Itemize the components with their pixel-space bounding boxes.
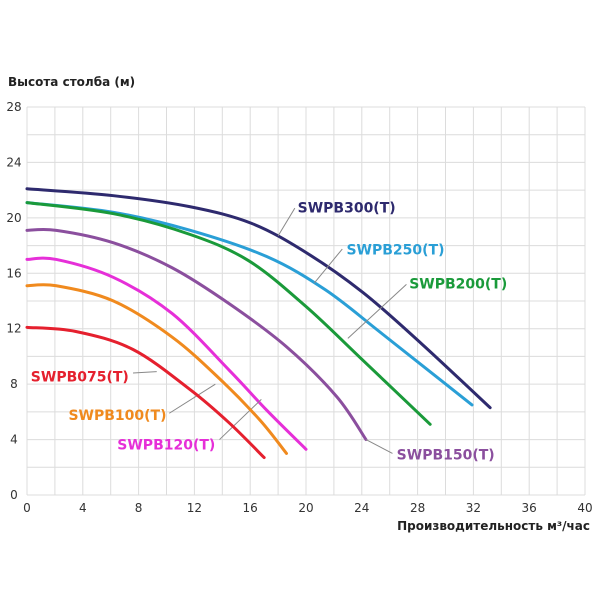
series-line-swpb100t <box>25 283 288 455</box>
series-line-swpb120t <box>25 256 308 451</box>
series-label-swpb250t: SWPB250(T) <box>346 243 444 259</box>
leader-line-swpb100t <box>169 383 216 414</box>
series-line-swpb200t <box>25 201 432 426</box>
y-tick-label: 28 <box>6 100 21 114</box>
y-tick-label: 20 <box>6 211 21 225</box>
series-line-swpb150t <box>25 227 368 442</box>
leader-line-swpb250t <box>313 248 343 284</box>
x-tick-label: 24 <box>354 501 369 515</box>
y-axis-label: Высота столба (м) <box>8 75 135 89</box>
series-group: SWPB300(T) SWPB250(T) SWPB200(T) SWPB150(T)… <box>25 187 507 464</box>
x-tick-label: 32 <box>466 501 481 515</box>
x-tick-label: 40 <box>577 501 592 515</box>
y-axis-ticks: 0 4 8 12 16 20 24 28 <box>6 100 21 502</box>
leader-line-swpb200t <box>347 284 407 339</box>
x-tick-label: 16 <box>243 501 258 515</box>
series-label-swpb120t: SWPB120(T) <box>117 437 215 453</box>
y-tick-label: 4 <box>10 433 18 447</box>
grid <box>26 106 586 496</box>
x-axis-label: Производительность м³/час <box>397 519 590 533</box>
series-label-swpb300t: SWPB300(T) <box>298 200 396 216</box>
x-tick-label: 36 <box>522 501 537 515</box>
x-tick-label: 20 <box>298 501 313 515</box>
series-label-swpb150t: SWPB150(T) <box>397 448 495 464</box>
series-line-swpb300t <box>25 187 492 410</box>
series-label-swpb200t: SWPB200(T) <box>409 277 507 293</box>
leader-line-swpb120t <box>219 399 262 440</box>
leader-line-swpb150t <box>365 439 393 454</box>
x-tick-label: 12 <box>187 501 202 515</box>
y-tick-label: 8 <box>10 377 18 391</box>
y-tick-label: 12 <box>6 322 21 336</box>
series-line-swpb075t <box>25 325 266 460</box>
series-label-swpb100t: SWPB100(T) <box>68 408 166 424</box>
y-tick-label: 16 <box>6 266 21 280</box>
x-tick-label: 0 <box>23 501 31 515</box>
y-tick-label: 0 <box>10 488 18 502</box>
series-label-swpb075t: SWPB075(T) <box>31 369 129 385</box>
x-tick-label: 8 <box>135 501 143 515</box>
x-axis-ticks: 0 4 8 12 16 20 24 28 32 36 40 <box>23 501 592 515</box>
leader-line-swpb075t <box>132 371 157 374</box>
y-tick-label: 24 <box>6 155 21 169</box>
leader-line-swpb300t <box>277 207 296 237</box>
x-tick-label: 4 <box>79 501 87 515</box>
x-tick-label: 28 <box>410 501 425 515</box>
